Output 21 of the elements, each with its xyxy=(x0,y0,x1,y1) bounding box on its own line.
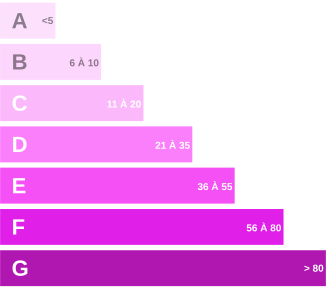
annotation: > 80 xyxy=(304,264,324,272)
bar xyxy=(0,209,284,246)
annotation: 11 À 20 xyxy=(107,98,141,108)
bar xyxy=(0,126,192,162)
bar xyxy=(0,44,102,80)
bar xyxy=(0,85,144,122)
annotation: 21 À 35 xyxy=(155,140,190,149)
y-tick-label: E xyxy=(13,178,26,194)
y-tick-label: B xyxy=(13,54,27,70)
bar xyxy=(0,250,326,286)
annotation: 6 À 10 xyxy=(70,58,98,66)
annotation: 56 À 80 xyxy=(246,222,281,232)
bar xyxy=(0,168,235,204)
annotation: <5 xyxy=(42,17,54,24)
bar xyxy=(0,2,56,39)
y-tick-label: C xyxy=(12,95,27,112)
y-tick-label: D xyxy=(13,136,27,152)
y-tick-label: A xyxy=(12,13,27,28)
annotation: 36 À 55 xyxy=(198,181,232,190)
y-tick-label: F xyxy=(13,219,24,235)
y-tick-label: G xyxy=(12,260,28,276)
